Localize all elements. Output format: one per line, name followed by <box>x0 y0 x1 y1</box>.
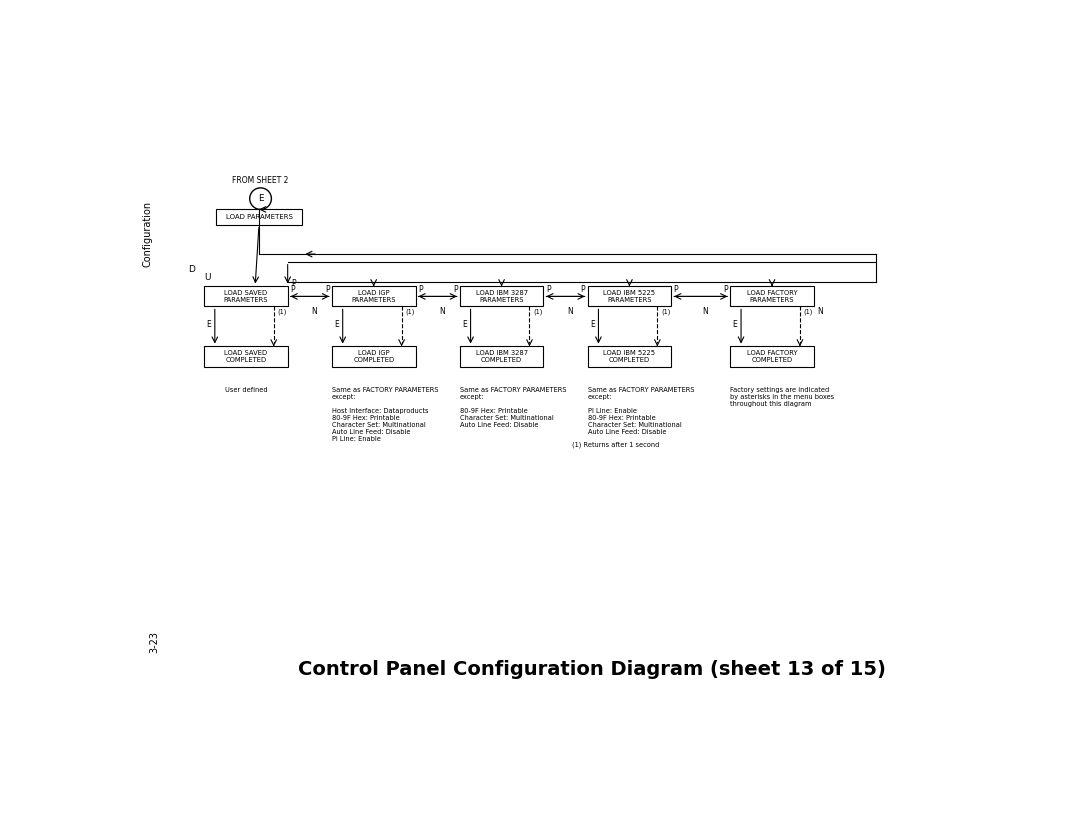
Text: P: P <box>581 285 585 294</box>
Text: D: D <box>188 265 195 274</box>
Text: E: E <box>334 320 339 329</box>
Bar <box>588 346 672 366</box>
Text: LOAD SAVED
PARAMETERS: LOAD SAVED PARAMETERS <box>224 290 268 303</box>
Text: U: U <box>204 273 211 282</box>
Text: (1): (1) <box>405 309 415 315</box>
Text: (1): (1) <box>661 309 671 315</box>
Text: LOAD IBM 5225
COMPLETED: LOAD IBM 5225 COMPLETED <box>604 350 656 363</box>
Text: LOAD FACTORY
PARAMETERS: LOAD FACTORY PARAMETERS <box>746 290 797 303</box>
Text: (1): (1) <box>804 309 813 315</box>
Text: User defined: User defined <box>225 386 267 393</box>
Text: E: E <box>258 194 264 203</box>
Bar <box>332 286 416 306</box>
Bar <box>204 286 287 306</box>
Text: FROM SHEET 2: FROM SHEET 2 <box>232 176 288 184</box>
Text: LOAD SAVED
COMPLETED: LOAD SAVED COMPLETED <box>225 350 268 363</box>
Text: P: P <box>674 285 678 294</box>
Text: Same as FACTORY PARAMETERS
except:

Pl Line: Enable
80-9F Hex: Printable
Charact: Same as FACTORY PARAMETERS except: Pl Li… <box>588 386 694 435</box>
Text: Same as FACTORY PARAMETERS
except:

80-9F Hex: Printable
Character Set: Multinat: Same as FACTORY PARAMETERS except: 80-9F… <box>460 386 566 428</box>
Text: LOAD IBM 3287
PARAMETERS: LOAD IBM 3287 PARAMETERS <box>475 290 527 303</box>
Text: N: N <box>311 308 318 316</box>
Bar <box>730 346 814 366</box>
Text: P: P <box>418 285 422 294</box>
Bar <box>216 209 302 225</box>
Bar <box>332 346 416 366</box>
Text: 3-23: 3-23 <box>149 631 160 653</box>
Text: E: E <box>732 320 738 329</box>
Bar <box>588 286 672 306</box>
Bar <box>460 346 543 366</box>
Text: LOAD IBM 3287
COMPLETED: LOAD IBM 3287 COMPLETED <box>475 350 527 363</box>
Text: (1): (1) <box>534 309 542 315</box>
Text: LOAD IBM 5225
PARAMETERS: LOAD IBM 5225 PARAMETERS <box>604 290 656 303</box>
Text: P: P <box>724 285 728 294</box>
Text: P: P <box>291 285 295 294</box>
Text: P: P <box>325 285 329 294</box>
Text: E: E <box>590 320 595 329</box>
Text: E: E <box>462 320 467 329</box>
Text: LOAD IGP
PARAMETERS: LOAD IGP PARAMETERS <box>351 290 396 303</box>
Text: LOAD FACTORY
COMPLETED: LOAD FACTORY COMPLETED <box>746 350 797 363</box>
Bar <box>204 346 287 366</box>
Text: E: E <box>206 320 211 329</box>
Bar <box>730 286 814 306</box>
Text: (1): (1) <box>278 309 287 315</box>
Text: Factory settings are indicated
by asterisks in the menu boxes
throughout this di: Factory settings are indicated by asteri… <box>730 386 835 406</box>
Text: P: P <box>291 279 296 288</box>
Text: N: N <box>818 308 823 316</box>
Text: P: P <box>453 285 458 294</box>
Text: N: N <box>567 308 573 316</box>
Text: Configuration: Configuration <box>143 201 152 267</box>
Text: N: N <box>440 308 445 316</box>
Bar <box>460 286 543 306</box>
Text: P: P <box>545 285 551 294</box>
Text: (1) Returns after 1 second: (1) Returns after 1 second <box>571 442 659 449</box>
Text: Same as FACTORY PARAMETERS
except:

Host Interface: Dataproducts
80-9F Hex: Prin: Same as FACTORY PARAMETERS except: Host … <box>332 386 438 441</box>
Text: LOAD IGP
COMPLETED: LOAD IGP COMPLETED <box>353 350 394 363</box>
Text: Control Panel Configuration Diagram (sheet 13 of 15): Control Panel Configuration Diagram (she… <box>298 660 887 679</box>
Text: N: N <box>702 308 708 316</box>
Text: LOAD PARAMETERS: LOAD PARAMETERS <box>226 214 293 220</box>
